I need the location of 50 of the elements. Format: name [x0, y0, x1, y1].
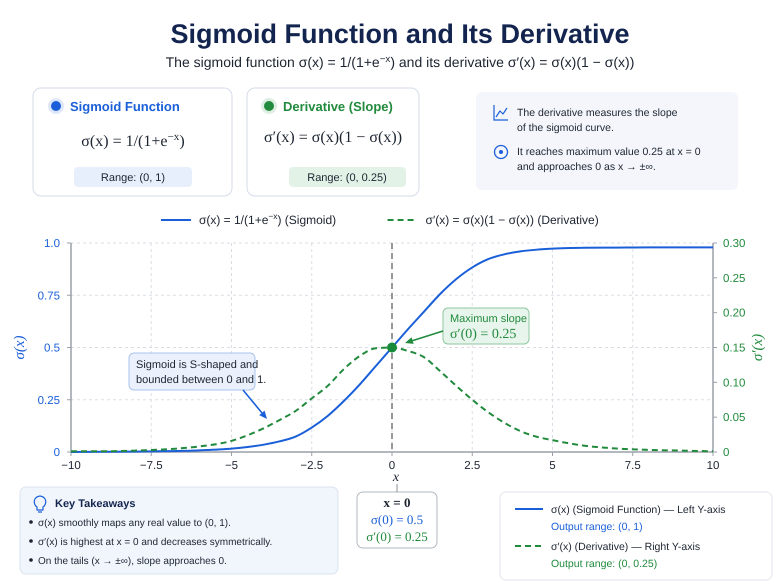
- y-tick-label: 0.75: [38, 290, 60, 302]
- legend-label: σ′(x) = σ(x)(1 − σ(x)) (Derivative): [426, 213, 599, 227]
- text: x = 0: [384, 495, 410, 510]
- text: σ′(0) = 0.25: [366, 529, 428, 544]
- x-tick-label: 10: [706, 460, 720, 472]
- text: σ′(x) is highest at x = 0 and decreases symmetrically.: [38, 537, 272, 548]
- line-series: [70, 246, 714, 453]
- text: Output range: (0, 0.25): [551, 558, 658, 570]
- legend-label: σ(x) = 1/(1+e$^{−x}$) (Sigmoid): [198, 211, 336, 227]
- y2-tick-label: 0: [723, 447, 730, 459]
- y2-tick-label: 0.15: [723, 342, 746, 354]
- text: On the tails (x → ±∞), slope approaches 0.: [38, 556, 227, 567]
- text: σ(x) smoothly maps any real value to (0, 1).: [38, 518, 231, 529]
- y-tick-label: 0.5: [44, 342, 60, 354]
- annotation: Maximum slope σ′(0) = 0.25: [450, 313, 528, 342]
- annotation: Sigmoid is S-shaped and bounded between 0 and 1.: [136, 359, 266, 386]
- y2-axis-title: σ′(x): [750, 334, 766, 362]
- chart-title: Sigmoid Function and Its Derivative: [170, 19, 630, 49]
- text: σ′(x) (Derivative) — Right Y-axis: [551, 541, 700, 553]
- text: σ(0) = 0.5: [370, 512, 424, 527]
- x-tick-label: −2.5: [300, 460, 324, 472]
- y-tick-label: 1.0: [44, 238, 60, 250]
- text: σ(x) (Sigmoid Function) — Left Y-axis: [551, 504, 726, 516]
- chart-subtitle: The sigmoid function σ(x) = 1/(1+e$^{−x}$) and its derivative σ′(x) = σ(x)(1 − σ(x)): [166, 54, 634, 70]
- x-tick-label: −10: [61, 460, 81, 472]
- y2-tick-label: 0.10: [723, 377, 746, 390]
- text: σ′(x) = σ(x)(1 − σ(x)): [264, 129, 402, 146]
- x-tick-label: −7.5: [140, 460, 163, 472]
- text: Range: (0, 1): [100, 172, 166, 184]
- y2-tick-label: 0.05: [723, 412, 746, 424]
- text: It reaches maximum value 0.25 at x = 0 and approaches 0 as x → ±∞.: [517, 146, 701, 173]
- text: Output range: (0, 1): [551, 521, 643, 533]
- text: The derivative measures the slope of the sigmoid curve.: [517, 107, 678, 134]
- x-tick-label: 0: [388, 460, 396, 472]
- text: σ(x) = 1/(1+e$^{−x}$): [81, 131, 185, 150]
- text: Range: (0, 0.25): [307, 172, 387, 184]
- x-tick-label: 5: [549, 460, 556, 472]
- y-tick-label: 0.25: [38, 394, 60, 407]
- x-axis-title: x: [392, 470, 400, 485]
- text: Key Takeaways: [55, 498, 136, 510]
- text: Sigmoid Function: [70, 99, 180, 114]
- y2-tick-label: 0.25: [723, 272, 746, 285]
- text: Derivative (Slope): [283, 99, 393, 114]
- y2-tick-label: 0.30: [723, 238, 746, 250]
- y-tick-label: 0: [54, 447, 60, 459]
- x-tick-label: 2.5: [464, 460, 480, 472]
- y2-tick-label: 0.20: [723, 308, 746, 320]
- x-tick-label: −5: [224, 460, 238, 472]
- y-axis-title: σ(x): [12, 335, 28, 360]
- x-tick-label: 7.5: [624, 460, 641, 472]
